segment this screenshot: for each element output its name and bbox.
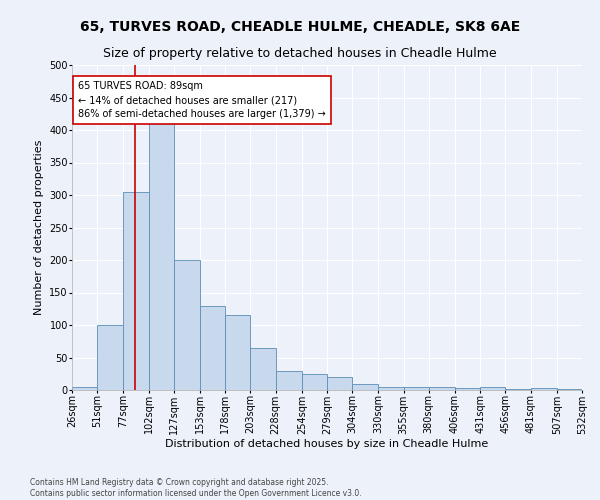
Bar — [302, 374, 327, 390]
X-axis label: Distribution of detached houses by size in Cheadle Hulme: Distribution of detached houses by size … — [166, 439, 488, 449]
Text: 65 TURVES ROAD: 89sqm
← 14% of detached houses are smaller (217)
86% of semi-det: 65 TURVES ROAD: 89sqm ← 14% of detached … — [78, 81, 326, 119]
Bar — [480, 387, 505, 390]
Bar — [225, 316, 250, 390]
Text: Size of property relative to detached houses in Cheadle Hulme: Size of property relative to detached ho… — [103, 48, 497, 60]
Bar — [379, 387, 404, 390]
Bar — [149, 117, 174, 390]
Bar — [530, 388, 557, 390]
Bar — [327, 377, 352, 390]
Bar — [200, 306, 225, 390]
Y-axis label: Number of detached properties: Number of detached properties — [34, 140, 44, 315]
Bar — [124, 192, 149, 390]
Bar — [455, 388, 480, 390]
Bar — [250, 348, 275, 390]
Text: 65, TURVES ROAD, CHEADLE HULME, CHEADLE, SK8 6AE: 65, TURVES ROAD, CHEADLE HULME, CHEADLE,… — [80, 20, 520, 34]
Bar — [429, 387, 455, 390]
Bar — [352, 384, 379, 390]
Bar — [97, 325, 124, 390]
Bar — [404, 387, 429, 390]
Text: Contains HM Land Registry data © Crown copyright and database right 2025.
Contai: Contains HM Land Registry data © Crown c… — [30, 478, 362, 498]
Bar — [275, 370, 302, 390]
Bar — [174, 260, 200, 390]
Bar — [72, 387, 97, 390]
